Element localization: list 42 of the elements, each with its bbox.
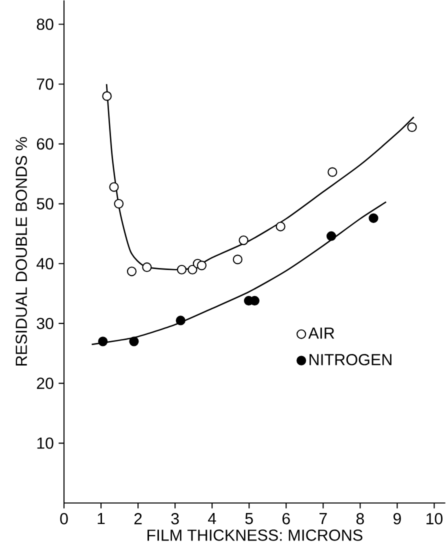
x-tick-label: 7 — [320, 513, 327, 524]
point — [276, 222, 286, 232]
point — [196, 260, 207, 270]
legend-label: AIR — [308, 328, 334, 339]
y-tick-label: 50 — [36, 198, 54, 210]
point — [407, 122, 417, 132]
x-tick-label: 5 — [245, 513, 253, 524]
x-axis-title: FILM THICKNESS: MICRONS — [148, 530, 362, 541]
x-tick-label: 3 — [171, 513, 179, 524]
point — [98, 336, 108, 346]
point — [368, 213, 378, 223]
point — [188, 264, 198, 274]
line-series — [91, 201, 387, 346]
point — [176, 264, 187, 274]
point — [109, 182, 119, 192]
x-tick-label: 2 — [134, 513, 142, 524]
point — [102, 91, 112, 101]
x-tick-label: 0 — [60, 513, 68, 524]
point — [176, 316, 186, 326]
x-tick-label: 9 — [394, 513, 401, 524]
y-tick-label: 40 — [36, 258, 54, 270]
point — [142, 262, 152, 272]
y-tick-label: 20 — [36, 378, 54, 389]
x-tick-label: 1 — [98, 513, 105, 524]
x-tick-label: 10 — [426, 513, 442, 524]
point — [126, 266, 137, 276]
point — [328, 167, 338, 177]
y-tick-label: 10 — [37, 437, 54, 449]
x-tick-label: 4 — [208, 513, 216, 524]
y-axis-title: RESIDUAL DOUBLE BONDS % — [16, 137, 27, 366]
y-tick-label: 30 — [36, 318, 54, 330]
point — [326, 231, 336, 241]
x-tick-label: 6 — [282, 513, 290, 524]
point — [129, 336, 139, 346]
point — [114, 198, 124, 209]
y-tick-label: 80 — [36, 18, 54, 30]
point — [232, 254, 242, 264]
x-tick-label: 8 — [356, 513, 364, 524]
point — [238, 235, 248, 246]
y-tick-label: 70 — [36, 78, 54, 90]
legend-label: NITROGEN — [310, 354, 392, 366]
y-tick-label: 60 — [36, 138, 54, 150]
